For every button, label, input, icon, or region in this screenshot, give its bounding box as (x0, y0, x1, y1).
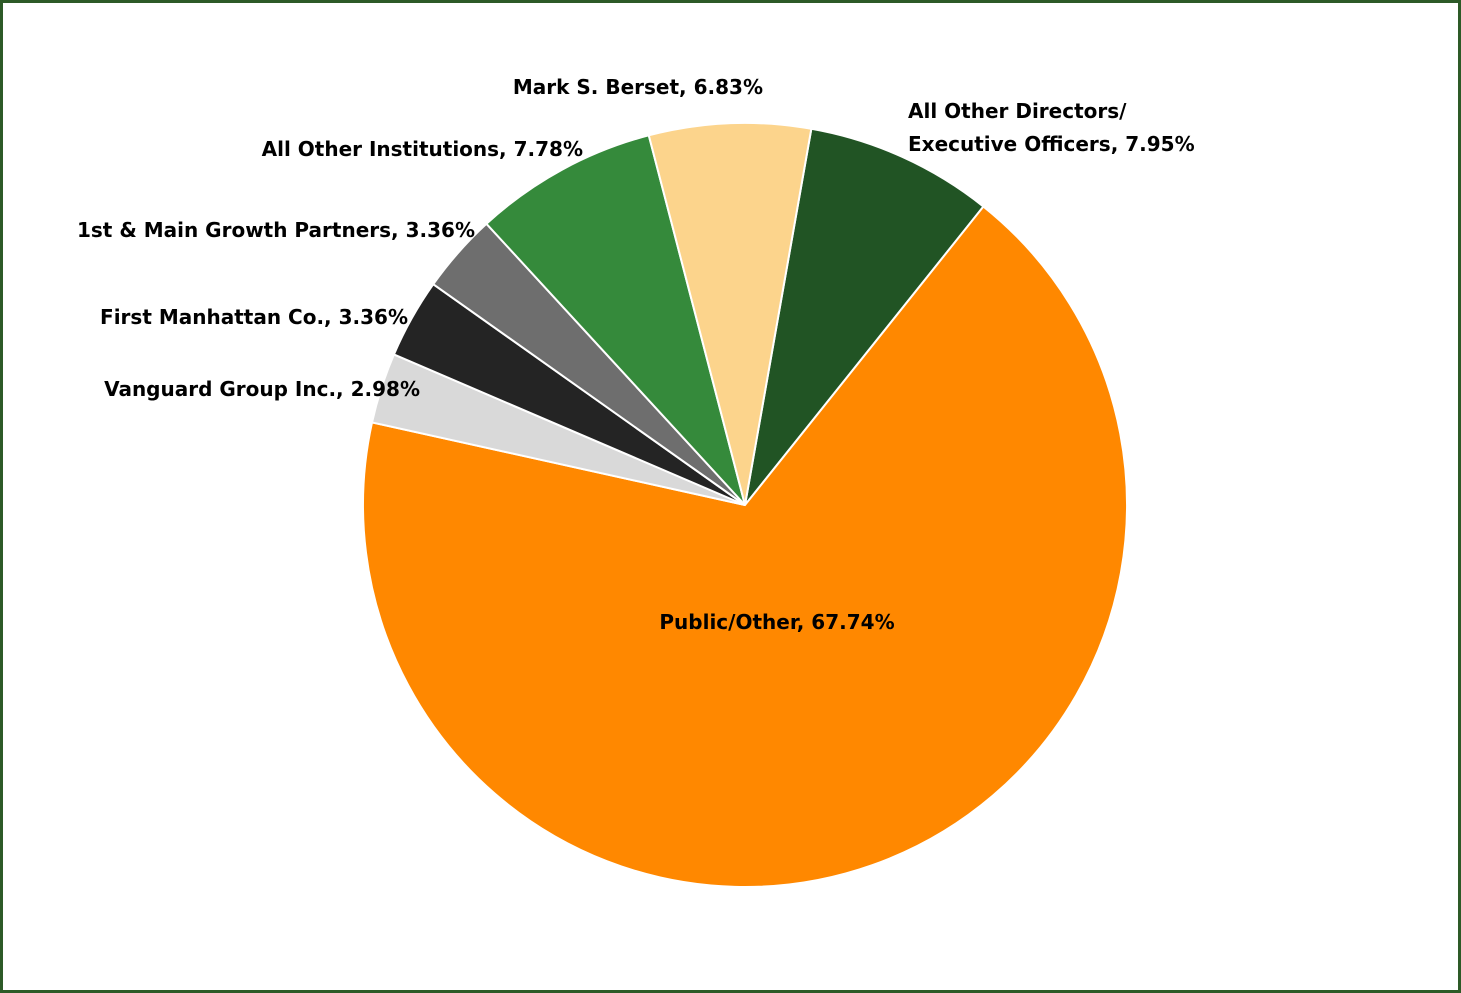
slice-label: Public/Other, 67.74% (659, 610, 894, 634)
slice-label-line: Vanguard Group Inc., 2.98% (104, 377, 420, 401)
slice-label-line: Public/Other, 67.74% (659, 610, 894, 634)
pie-slice (362, 205, 1128, 888)
slice-label: Vanguard Group Inc., 2.98% (104, 377, 420, 401)
slice-label-line: Executive Officers, 7.95% (908, 132, 1195, 156)
slice-label-line: 1st & Main Growth Partners, 3.36% (77, 218, 475, 242)
slice-label: First Manhattan Co., 3.36% (100, 305, 408, 329)
slice-label: Mark S. Berset, 6.83% (513, 75, 763, 99)
pie-slice (744, 127, 985, 506)
slice-label-line: All Other Institutions, 7.78% (262, 137, 583, 161)
slice-label: 1st & Main Growth Partners, 3.36% (77, 218, 475, 242)
pie-slice (485, 134, 746, 506)
slice-label: All Other Directors/Executive Officers, … (908, 99, 1195, 156)
slice-label-line: Mark S. Berset, 6.83% (513, 75, 763, 99)
slice-label: All Other Institutions, 7.78% (262, 137, 583, 161)
slice-label-line: All Other Directors/ (908, 99, 1127, 123)
pie-slice (647, 122, 813, 506)
slice-label-line: First Manhattan Co., 3.36% (100, 305, 408, 329)
